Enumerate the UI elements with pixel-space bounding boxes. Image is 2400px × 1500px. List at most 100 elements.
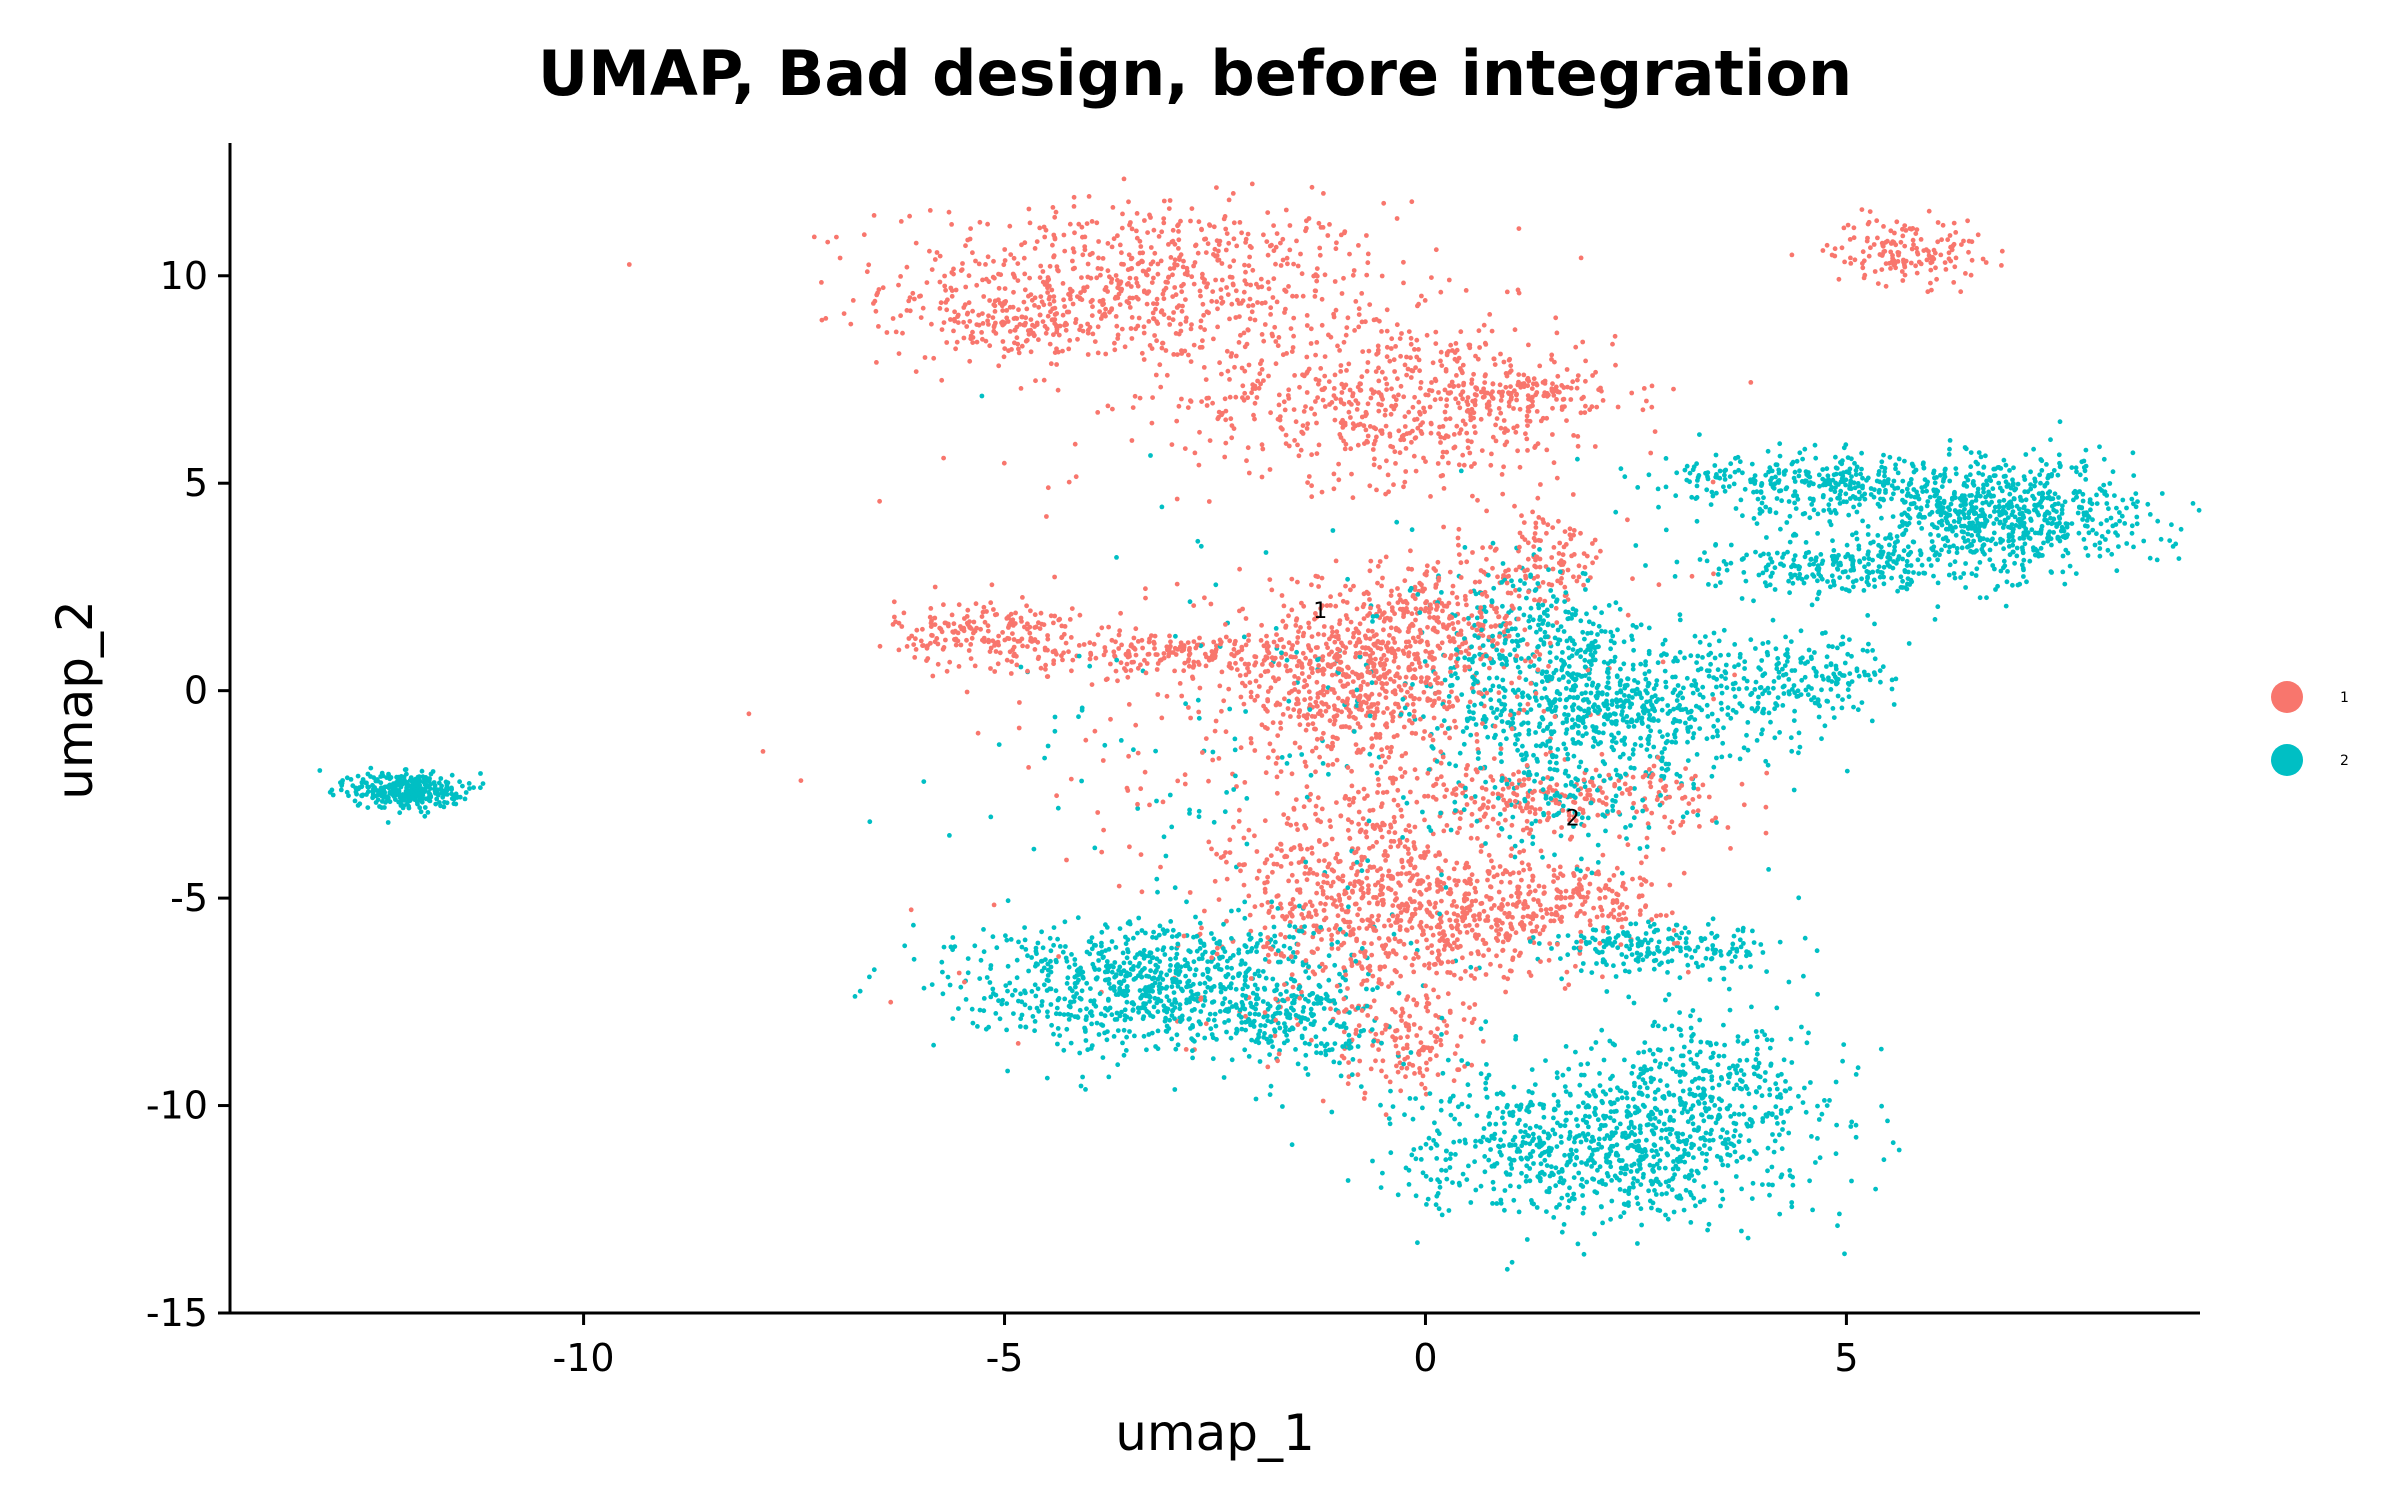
data-point-series-1 <box>1244 458 1249 464</box>
data-point-series-1 <box>1243 616 1249 621</box>
data-point-series-1 <box>1070 301 1076 307</box>
data-point-series-2 <box>2031 547 2036 553</box>
data-point-series-2 <box>1639 1222 1644 1228</box>
data-point-series-2 <box>1768 719 1773 725</box>
data-point-series-2 <box>1708 502 1714 507</box>
data-point-series-1 <box>1512 503 1517 509</box>
data-point-series-2 <box>1707 1069 1712 1075</box>
data-point-series-2 <box>419 768 425 774</box>
data-point-series-2 <box>1494 1091 1500 1097</box>
data-point-series-1 <box>980 336 985 342</box>
data-point-series-1 <box>1319 575 1325 581</box>
data-point-series-1 <box>1580 339 1586 345</box>
data-point-series-2 <box>1727 753 1733 759</box>
data-point-series-1 <box>1399 331 1404 336</box>
data-point-series-2 <box>1494 675 1500 681</box>
data-point-series-2 <box>1538 1161 1544 1167</box>
data-point-series-1 <box>1427 615 1433 620</box>
data-point-series-2 <box>2083 545 2089 551</box>
data-point-series-1 <box>1396 665 1401 670</box>
data-point-series-1 <box>1298 625 1303 630</box>
data-point-series-1 <box>1344 325 1350 330</box>
data-point-series-1 <box>1505 803 1510 808</box>
data-point-series-2 <box>1842 1251 1847 1257</box>
data-point-series-1 <box>1375 343 1381 349</box>
data-point-series-2 <box>921 985 927 991</box>
data-point-series-2 <box>1993 541 1999 547</box>
data-point-series-1 <box>884 330 890 335</box>
data-point-series-1 <box>1336 695 1341 701</box>
data-point-series-1 <box>1535 441 1541 447</box>
data-point-series-1 <box>1191 281 1197 287</box>
data-point-series-1 <box>1888 266 1893 271</box>
data-point-series-1 <box>1425 844 1431 850</box>
data-point-series-2 <box>1338 988 1343 994</box>
data-point-series-1 <box>1278 864 1284 869</box>
data-point-series-1 <box>1063 640 1069 646</box>
data-point-series-1 <box>1265 755 1271 760</box>
data-point-series-1 <box>966 300 972 306</box>
data-point-series-2 <box>1697 557 1703 562</box>
data-point-series-1 <box>1096 255 1101 261</box>
data-point-series-2 <box>1893 462 1898 468</box>
data-point-series-1 <box>1590 373 1595 378</box>
data-point-series-2 <box>1033 993 1039 999</box>
data-point-series-1 <box>1554 475 1560 481</box>
data-point-series-1 <box>1396 392 1401 398</box>
data-point-series-2 <box>1871 494 1877 500</box>
data-point-series-2 <box>1404 800 1410 806</box>
data-point-series-2 <box>1791 557 1797 563</box>
data-point-series-1 <box>1402 682 1408 688</box>
data-point-series-2 <box>1688 1220 1694 1225</box>
data-point-series-1 <box>1273 996 1279 1002</box>
data-point-series-1 <box>1327 636 1332 642</box>
data-point-series-2 <box>1740 513 1745 519</box>
data-point-series-2 <box>1655 1152 1661 1157</box>
data-point-series-1 <box>1214 185 1219 191</box>
data-point-series-2 <box>1698 1039 1704 1045</box>
data-point-series-2 <box>1963 561 1968 566</box>
data-point-series-2 <box>1087 663 1093 669</box>
data-point-series-1 <box>1201 365 1207 370</box>
data-point-series-1 <box>1139 350 1145 356</box>
data-point-series-2 <box>1984 595 1989 601</box>
data-point-series-1 <box>1381 627 1386 633</box>
data-point-series-1 <box>1127 844 1132 850</box>
data-point-series-1 <box>1379 329 1384 334</box>
data-point-series-1 <box>1540 915 1545 920</box>
data-point-series-1 <box>1024 306 1030 312</box>
data-point-series-2 <box>941 944 947 950</box>
data-point-series-2 <box>1536 703 1542 708</box>
data-point-series-2 <box>1453 671 1458 677</box>
data-point-series-2 <box>1228 1035 1234 1041</box>
data-point-series-1 <box>1433 1039 1439 1045</box>
data-point-series-1 <box>1122 344 1128 350</box>
data-point-series-1 <box>1204 403 1210 408</box>
data-point-series-2 <box>1853 472 1859 477</box>
data-point-series-1 <box>1100 758 1106 763</box>
data-point-series-2 <box>1610 803 1615 809</box>
data-point-series-2 <box>2014 545 2020 551</box>
data-point-series-1 <box>1427 733 1433 739</box>
data-point-series-2 <box>1391 931 1397 937</box>
data-point-series-1 <box>1304 784 1310 790</box>
data-point-series-2 <box>1831 715 1837 720</box>
data-point-series-1 <box>1392 449 1398 455</box>
data-point-series-2 <box>1446 694 1452 699</box>
data-point-series-2 <box>1951 519 1957 524</box>
data-point-series-2 <box>1646 1188 1651 1194</box>
data-point-series-1 <box>1571 433 1576 438</box>
data-point-series-2 <box>2089 501 2095 507</box>
data-point-series-2 <box>1778 526 1783 532</box>
data-point-series-1 <box>1402 578 1408 584</box>
data-point-series-2 <box>1650 1122 1656 1128</box>
data-point-series-1 <box>1052 312 1058 317</box>
data-point-series-1 <box>1951 241 1957 247</box>
data-point-series-1 <box>1247 254 1252 260</box>
data-point-series-1 <box>1524 763 1530 768</box>
data-point-series-1 <box>1741 802 1747 808</box>
data-point-series-2 <box>1512 854 1518 860</box>
data-point-series-2 <box>1533 682 1539 687</box>
data-point-series-1 <box>1553 315 1559 321</box>
data-point-series-2 <box>1528 707 1534 712</box>
